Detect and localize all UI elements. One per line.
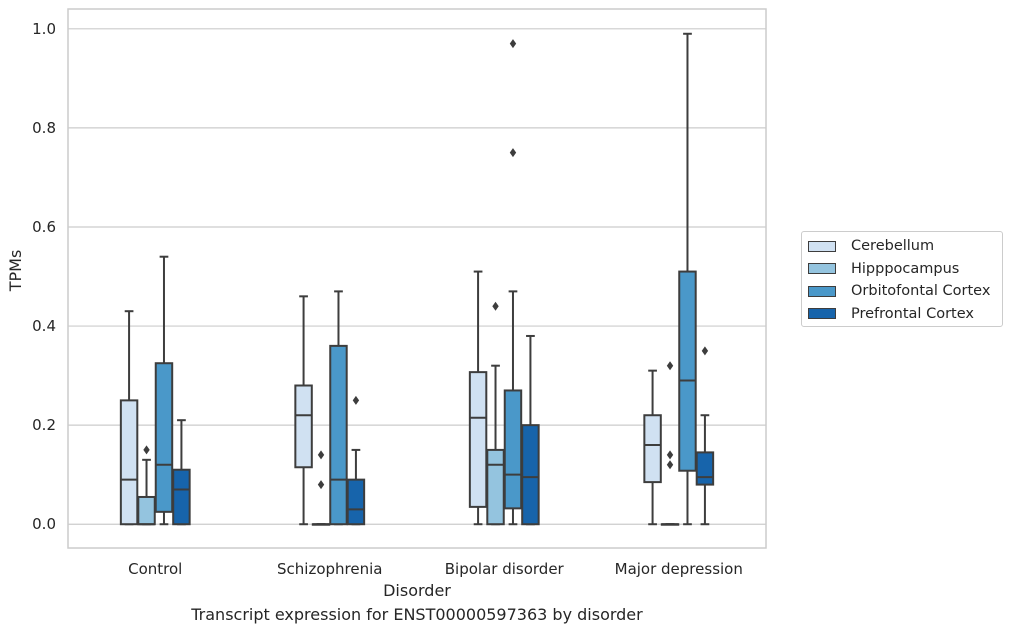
legend-item-cerebellum: Cerebellum (808, 235, 1002, 258)
x-tick-label: Bipolar disorder (445, 560, 565, 578)
box-3-1 (346, 478, 366, 526)
y-tick-label: 0.0 (32, 515, 56, 533)
outlier-point (352, 395, 360, 405)
box-3-2 (521, 424, 540, 526)
outlier-point (509, 39, 517, 49)
outlier-point (317, 480, 325, 490)
x-tick-label: Schizophrenia (277, 560, 382, 578)
legend-swatch (808, 285, 836, 297)
x-tick-label: Major depression (615, 560, 743, 578)
y-tick-label: 0.6 (32, 218, 56, 236)
legend-item-prefrontal-cortex: Prefrontal Cortex (808, 303, 1002, 326)
y-tick-label: 0.8 (32, 119, 56, 137)
legend-item-hippocampus: Hipppocampus (808, 258, 1002, 281)
legend-swatch (808, 263, 836, 275)
legend-label: Prefrontal Cortex (851, 305, 974, 322)
box-1-0 (137, 495, 156, 526)
box-2-0 (154, 362, 174, 513)
box-2-1 (329, 344, 348, 526)
outlier-point (701, 346, 709, 356)
legend-label: Hipppocampus (851, 260, 960, 277)
outlier-point (666, 450, 674, 460)
y-axis-label: TPMs (6, 250, 25, 293)
legend-swatch (808, 240, 836, 252)
outlier-point (666, 361, 674, 371)
y-tick-label: 1.0 (32, 20, 56, 38)
chart-caption: Transcript expression for ENST0000059736… (191, 605, 643, 624)
box-1-2 (486, 448, 505, 526)
box-0-0 (119, 399, 139, 526)
outlier-point (143, 445, 150, 455)
outlier-point (666, 460, 674, 470)
legend-item-orbitofrontal-cortex: Orbitofontal Cortex (808, 280, 1002, 303)
legend-label: Orbitofontal Cortex (851, 283, 991, 300)
legend-label: Cerebellum (851, 238, 935, 255)
box-0-3 (643, 414, 662, 484)
plot-frame (67, 8, 767, 549)
y-tick-label: 0.4 (32, 317, 56, 335)
legend: Cerebellum Hipppocampus Orbitofontal Cor… (801, 231, 1003, 327)
y-tick-label: 0.2 (32, 416, 56, 434)
x-tick-label: Control (128, 560, 182, 578)
legend-swatch (808, 308, 836, 320)
outlier-point (317, 450, 325, 460)
outlier-point (492, 301, 499, 311)
box-0-1 (294, 384, 313, 469)
box-0-2 (468, 371, 488, 508)
box-3-3 (695, 451, 715, 486)
x-axis-label: Disorder (383, 581, 451, 600)
outlier-point (509, 148, 517, 158)
box-3-0 (172, 468, 191, 526)
box-2-2 (503, 389, 523, 510)
box-2-3 (678, 270, 697, 472)
